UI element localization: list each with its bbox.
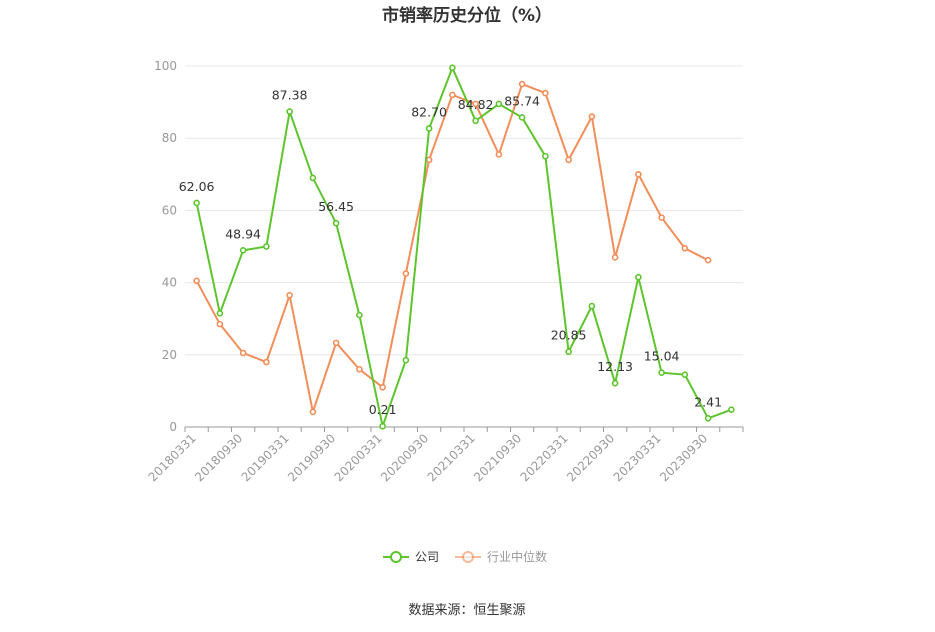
data-point[interactable] [658,214,665,221]
y-tick-label: 20 [162,348,177,362]
x-tick-label: 20180331 [146,431,199,484]
x-tick-label: 20200331 [332,431,385,484]
x-tick-label: 20230331 [611,431,664,484]
x-tick-label: 20210930 [471,431,524,484]
data-label: 82.70 [411,104,447,119]
x-tick-label: 20210331 [425,431,478,484]
data-point[interactable] [379,422,386,430]
data-point[interactable] [495,151,503,158]
data-point[interactable] [216,320,224,328]
data-point[interactable] [425,156,433,164]
y-tick-label: 100 [154,59,177,73]
data-point[interactable] [402,270,410,277]
x-tick-label: 20220331 [518,431,571,484]
data-point[interactable] [263,243,270,250]
legend-item-company[interactable]: 公司 [383,550,439,564]
data-point[interactable] [611,379,619,387]
x-tick-label: 20180930 [192,431,245,484]
data-point[interactable] [611,254,619,261]
data-label: 56.45 [318,199,354,214]
data-point[interactable] [193,277,200,285]
legend[interactable]: 公司 行业中位数 [383,549,547,564]
legend-label-company: 公司 [415,550,439,564]
x-tick-label: 20230930 [657,431,710,484]
data-point[interactable] [472,117,479,125]
data-label: 12.13 [597,359,633,374]
data-point[interactable] [681,371,689,378]
grid-lines [185,65,743,356]
data-label: 62.06 [179,179,215,194]
data-label: 87.38 [272,88,308,103]
y-tick-label: 0 [169,420,177,434]
data-point[interactable] [309,408,317,416]
x-tick-label: 20220930 [564,431,617,484]
legend-item-industry-median[interactable]: 行业中位数 [455,549,547,564]
data-point[interactable] [286,108,293,115]
data-point[interactable] [239,247,247,254]
legend-label-industry-median: 行业中位数 [487,549,547,564]
data-point[interactable] [495,100,503,108]
data-point[interactable] [449,64,456,72]
data-point[interactable] [356,365,363,373]
data-point[interactable] [193,199,200,207]
data-point[interactable] [332,219,340,227]
data-point[interactable] [309,174,317,182]
data-point[interactable] [728,406,735,413]
data-label: 20.85 [551,328,587,343]
y-tick-label: 80 [162,131,177,145]
data-point[interactable] [565,156,572,164]
data-point[interactable] [239,349,247,357]
data-point[interactable] [518,80,526,88]
data-label: 85.74 [504,93,540,108]
data-point[interactable] [635,273,642,281]
legend-marker-industry-median [462,551,474,563]
data-point[interactable] [565,348,572,356]
data-point[interactable] [518,114,526,121]
data-point[interactable] [542,152,549,160]
y-axis-ticks: 0 20 40 60 80 100 [154,59,177,434]
y-tick-label: 40 [162,276,177,290]
data-point[interactable] [449,91,456,99]
data-label: 2.41 [694,394,722,409]
data-point[interactable] [379,383,386,391]
data-point[interactable] [332,339,340,347]
series-group [193,64,735,430]
data-labels: 62.06 48.94 87.38 56.45 0.21 82.70 84.82 85.74 2… [179,88,722,418]
data-point[interactable] [402,356,410,364]
data-point[interactable] [588,302,596,310]
x-tick-label: 20190331 [239,431,292,484]
data-point[interactable] [286,291,293,299]
data-point[interactable] [635,171,642,178]
series-line-company [195,65,732,430]
data-point[interactable] [216,309,224,317]
data-label: 15.04 [644,349,680,364]
data-label: 48.94 [225,226,261,241]
data-point[interactable] [588,113,596,120]
data-point[interactable] [425,125,433,132]
data-point[interactable] [681,245,689,252]
data-point[interactable] [472,100,479,108]
data-label: 0.21 [369,402,397,417]
legend-marker-company [390,551,402,563]
x-tick-label: 20200930 [378,431,431,484]
data-point[interactable] [704,414,712,422]
data-source: 数据来源：恒生聚源 [408,603,525,618]
chart-title: 市销率历史分位（%） [382,5,552,26]
data-label: 84.82 [458,97,494,112]
data-point[interactable] [542,89,549,97]
x-tick-label: 20190930 [285,431,338,484]
y-tick-label: 60 [162,203,177,217]
x-axis-ticks: 2018033120180930201903312019093020200331… [146,427,744,484]
data-point[interactable] [704,256,712,264]
data-point[interactable] [263,358,270,366]
data-point[interactable] [356,311,363,319]
data-point[interactable] [658,369,665,377]
